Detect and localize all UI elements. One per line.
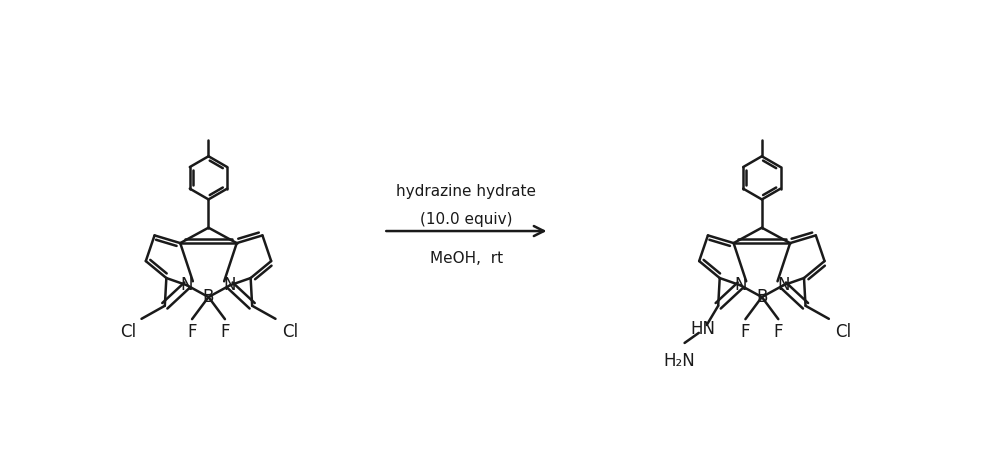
Text: F: F — [741, 323, 750, 341]
Text: MeOH,  rt: MeOH, rt — [430, 251, 503, 266]
Text: B: B — [756, 288, 768, 306]
Text: N: N — [181, 276, 193, 294]
Text: N: N — [777, 276, 790, 294]
Text: Cl: Cl — [836, 323, 852, 340]
Text: (10.0 equiv): (10.0 equiv) — [420, 212, 513, 227]
Text: B: B — [203, 288, 214, 306]
Text: Cl: Cl — [121, 323, 137, 340]
Text: H₂N: H₂N — [664, 352, 696, 370]
Text: Cl: Cl — [282, 323, 298, 340]
Text: hydrazine hydrate: hydrazine hydrate — [396, 184, 536, 199]
Text: F: F — [187, 323, 197, 341]
Text: F: F — [774, 323, 783, 341]
Text: N: N — [224, 276, 236, 294]
Text: HN: HN — [690, 320, 715, 338]
Text: F: F — [220, 323, 230, 341]
Text: N: N — [734, 276, 747, 294]
